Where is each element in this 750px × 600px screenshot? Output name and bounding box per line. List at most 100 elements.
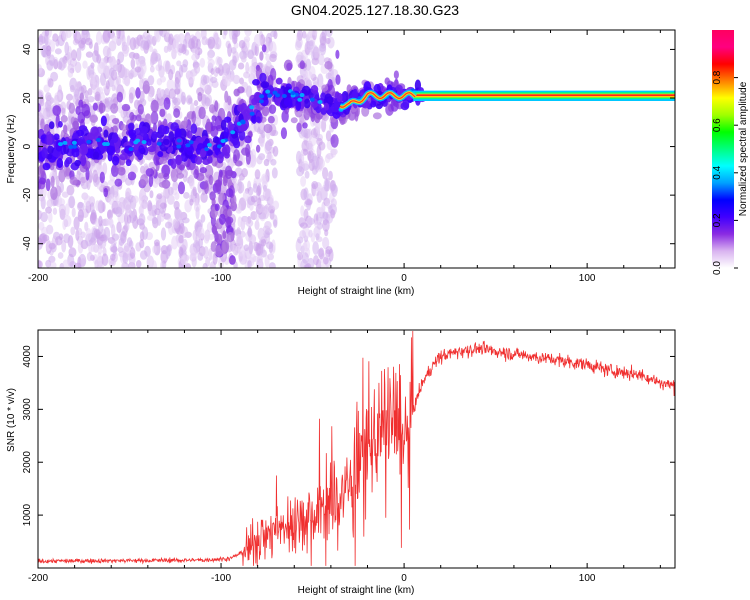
spectrogram-cell [38,107,47,122]
spectrogram-cell [179,222,185,235]
spectrogram-cell [61,107,66,117]
spectrogram-cell [60,115,68,123]
spectrogram-cell [97,252,102,266]
spectrogram-cell [110,103,119,114]
spectrogram-cell [233,88,240,97]
spectrogram-cell [63,233,71,244]
spectrogram-cell [147,93,153,102]
spectrogram-cell [156,193,163,200]
spectrogram-cell [305,58,312,72]
spectrogram-cell [295,99,302,112]
spectrogram-cell [299,60,305,70]
spectrogram-cell [313,45,319,59]
spectrogram-cell [247,260,252,268]
spectrogram-cell [325,72,332,80]
spectrogram-cell [40,118,45,130]
spectrogram-cell [255,116,261,123]
spectrogram-cell [69,176,78,186]
spectrogram-cell [57,120,63,128]
spectrogram-cell [53,94,60,106]
x-tick-label: -100 [211,273,231,284]
spectrogram-cell [150,110,159,125]
spectrogram-cell [200,30,207,40]
spectrogram-cell [92,151,100,160]
spectrogram-cell [57,252,64,259]
spectrogram-cell [233,149,240,162]
spectrogram-cell [120,262,127,268]
spectrogram-cell [77,209,85,223]
spectrogram-cell [109,67,115,78]
spectrogram-cell [137,104,144,115]
spectrogram-cell [307,150,312,161]
spectrogram-cell [70,49,77,61]
x-tick-label: 100 [579,273,596,284]
spectrogram-cell [243,168,248,177]
spectrogram-cell [92,169,99,183]
spectrogram-cell [138,213,146,226]
spectrogram-cell [225,188,234,198]
spectrogram-cell [170,168,179,183]
spectrogram-cell [87,87,93,96]
spectrogram-cell [157,150,164,158]
spectrogram-cell [82,60,88,69]
spectrogram-cell [107,179,116,187]
spectrogram-cell [64,41,70,56]
spectrogram-hotspot [240,119,246,124]
spectrogram-cell [315,258,322,268]
spectrogram-cell [111,132,119,144]
spectrogram-cell [299,222,308,229]
spectrogram-cell [108,194,114,205]
spectrogram-cell [77,138,84,145]
spectrogram-cell [203,234,210,244]
spectrogram-cell [58,203,66,216]
spectrogram-cell [253,176,262,185]
spectrogram-cell [313,226,321,238]
spectrogram-cell [159,108,166,118]
spectrogram-cell [243,36,251,43]
spectrogram-cell [112,125,119,135]
chart-title: GN04.2025.127.18.30.G23 [290,2,460,18]
spectrogram-cell [139,239,145,249]
spectrogram-cell [83,117,91,125]
spectrogram-cell [71,207,76,218]
spectrogram-cell [86,133,96,140]
spectrogram-cell [42,162,51,171]
spectrogram-cell [69,84,75,93]
spectrogram-cell [153,239,160,247]
spectrogram-cell [197,91,203,102]
spectrogram-cell [275,77,283,85]
spectrogram-cell [209,125,219,138]
spectrogram-cell [47,145,54,154]
spectrogram-cell [304,170,310,179]
spectrogram-cell [115,206,123,218]
spectrogram-cell [61,191,69,198]
spectrogram-cell [97,61,106,75]
spectrogram-cell [187,73,195,84]
spectrogram-hotspot [102,141,108,146]
spectrogram-cell [116,91,124,103]
spectrogram-hotspot [290,91,296,96]
spectrogram-cell [167,186,174,196]
spectrogram-cell [183,192,190,199]
spectrogram-cell [123,243,130,252]
spectrogram-cell [81,30,88,36]
spectrogram-cell [135,87,141,99]
spectrogram-cell [269,194,274,207]
spectrogram-x-label: Height of straight line (km) [298,286,415,297]
spectrogram-cell [147,200,153,212]
spectrogram-cell [48,242,56,250]
spectrogram-hotspot [176,144,182,149]
snr-line-group [38,331,675,566]
spectrogram-cell [122,77,130,85]
snr-y-label: SNR (10 * v/v) [6,388,17,452]
spectrogram-hotspot [86,139,92,144]
spectrogram-cell [64,203,70,217]
spectrogram-cell [207,155,213,164]
y-tick-label: 40 [22,43,33,55]
spectrogram-cell [132,195,139,204]
spectrogram-cell [302,148,309,156]
spectrogram-cell [53,133,60,141]
spectrogram-cell [110,164,119,177]
spectrogram-cell [159,202,168,209]
spectrogram-cell [61,239,67,253]
